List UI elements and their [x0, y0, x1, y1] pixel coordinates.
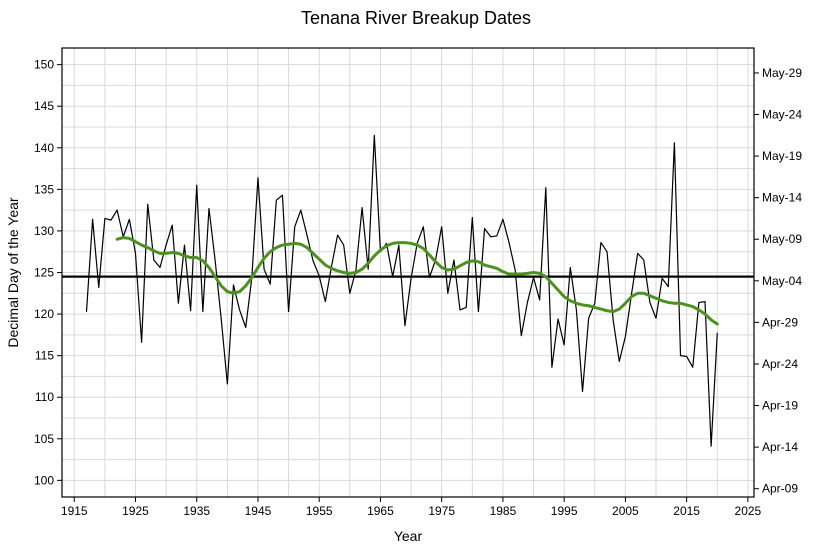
svg-text:105: 105: [34, 432, 54, 446]
x-axis-label: Year: [394, 528, 423, 544]
svg-text:Apr-14: Apr-14: [762, 440, 798, 454]
svg-text:May-09: May-09: [762, 232, 802, 246]
svg-text:May-14: May-14: [762, 191, 802, 205]
svg-text:130: 130: [34, 224, 54, 238]
svg-text:120: 120: [34, 307, 54, 321]
svg-text:1995: 1995: [551, 504, 578, 518]
svg-text:Apr-09: Apr-09: [762, 482, 798, 496]
svg-text:150: 150: [34, 58, 54, 72]
svg-text:100: 100: [34, 473, 54, 487]
svg-text:Apr-29: Apr-29: [762, 315, 798, 329]
svg-text:2015: 2015: [673, 504, 700, 518]
svg-text:1915: 1915: [61, 504, 88, 518]
svg-text:Apr-19: Apr-19: [762, 399, 798, 413]
svg-text:140: 140: [34, 141, 54, 155]
svg-text:1965: 1965: [367, 504, 394, 518]
svg-text:1935: 1935: [183, 504, 210, 518]
svg-text:May-19: May-19: [762, 149, 802, 163]
svg-text:Apr-24: Apr-24: [762, 357, 798, 371]
svg-text:125: 125: [34, 266, 54, 280]
svg-text:135: 135: [34, 182, 54, 196]
svg-text:May-24: May-24: [762, 108, 802, 122]
svg-text:145: 145: [34, 99, 54, 113]
svg-text:115: 115: [35, 349, 54, 363]
svg-text:1925: 1925: [122, 504, 149, 518]
svg-text:May-04: May-04: [762, 274, 802, 288]
svg-text:1955: 1955: [306, 504, 333, 518]
chart-title: Tenana River Breakup Dates: [301, 8, 531, 28]
svg-text:May-29: May-29: [762, 66, 802, 80]
breakup-chart: 1915 1925 1935 1945 1955 1965 1975 1985 1995 2005…: [0, 0, 832, 555]
y-axis-label: Decimal Day of the Year: [5, 197, 21, 348]
svg-text:110: 110: [35, 390, 54, 404]
svg-text:2025: 2025: [735, 504, 762, 518]
svg-text:1945: 1945: [245, 504, 272, 518]
svg-text:1985: 1985: [490, 504, 517, 518]
svg-text:1975: 1975: [428, 504, 455, 518]
svg-text:2005: 2005: [612, 504, 639, 518]
